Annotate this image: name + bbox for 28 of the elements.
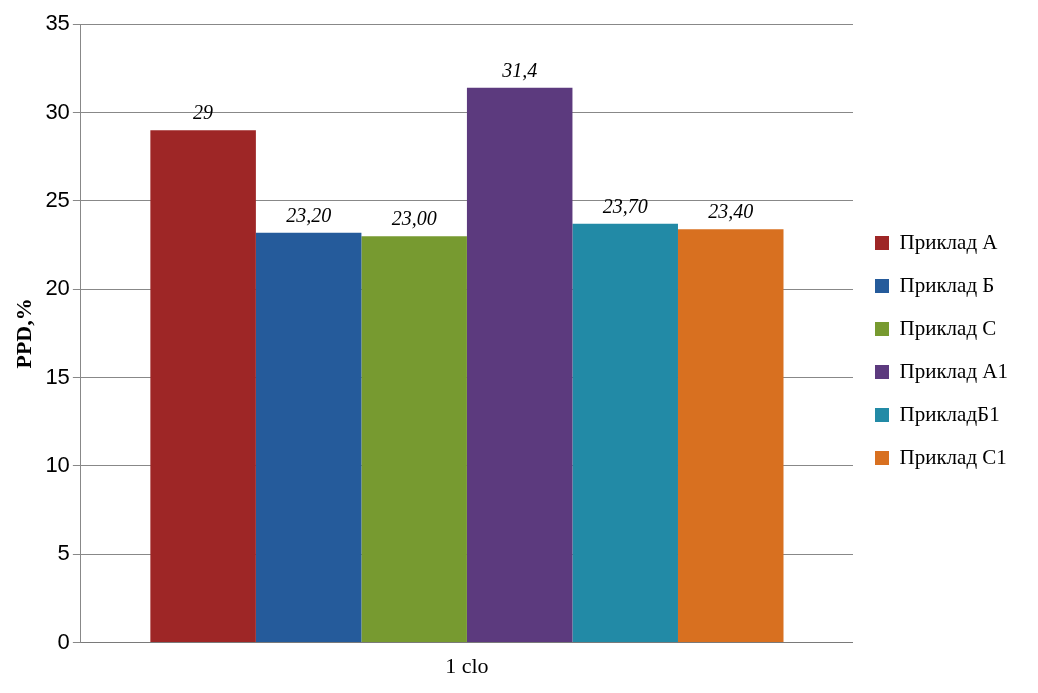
y-tick-label: 20	[45, 275, 70, 301]
legend-label: Приклад А	[899, 229, 999, 254]
legend-label: Приклад А1	[899, 358, 1009, 383]
bar	[572, 223, 678, 643]
y-axis-title: PPD,%	[10, 298, 36, 369]
bar	[361, 236, 467, 643]
x-tick-label: 1 clo	[445, 652, 489, 678]
data-label: 29	[193, 101, 214, 124]
data-label: 23,70	[602, 195, 648, 218]
y-tick-label: 30	[45, 98, 70, 124]
legend-label: Приклад С	[899, 315, 997, 340]
y-tick-label: 5	[57, 540, 70, 566]
legend-label: Приклад Б	[899, 272, 995, 297]
bar	[255, 232, 362, 643]
y-tick-label: 10	[45, 451, 70, 477]
legend-label: ПрикладБ1	[899, 401, 1000, 426]
y-tick-label: 0	[57, 628, 70, 654]
data-label: 23,00	[391, 207, 437, 230]
data-label: 31,4	[501, 59, 538, 82]
bar	[150, 130, 256, 643]
data-label: 23,20	[286, 203, 332, 226]
y-tick-label: 35	[45, 10, 70, 36]
data-label: 23,40	[708, 200, 754, 223]
y-tick-label: 25	[45, 186, 70, 212]
bar	[677, 229, 784, 643]
y-tick-label: 15	[45, 363, 70, 389]
bar	[466, 87, 573, 643]
legend-label: Приклад С1	[899, 444, 1007, 469]
